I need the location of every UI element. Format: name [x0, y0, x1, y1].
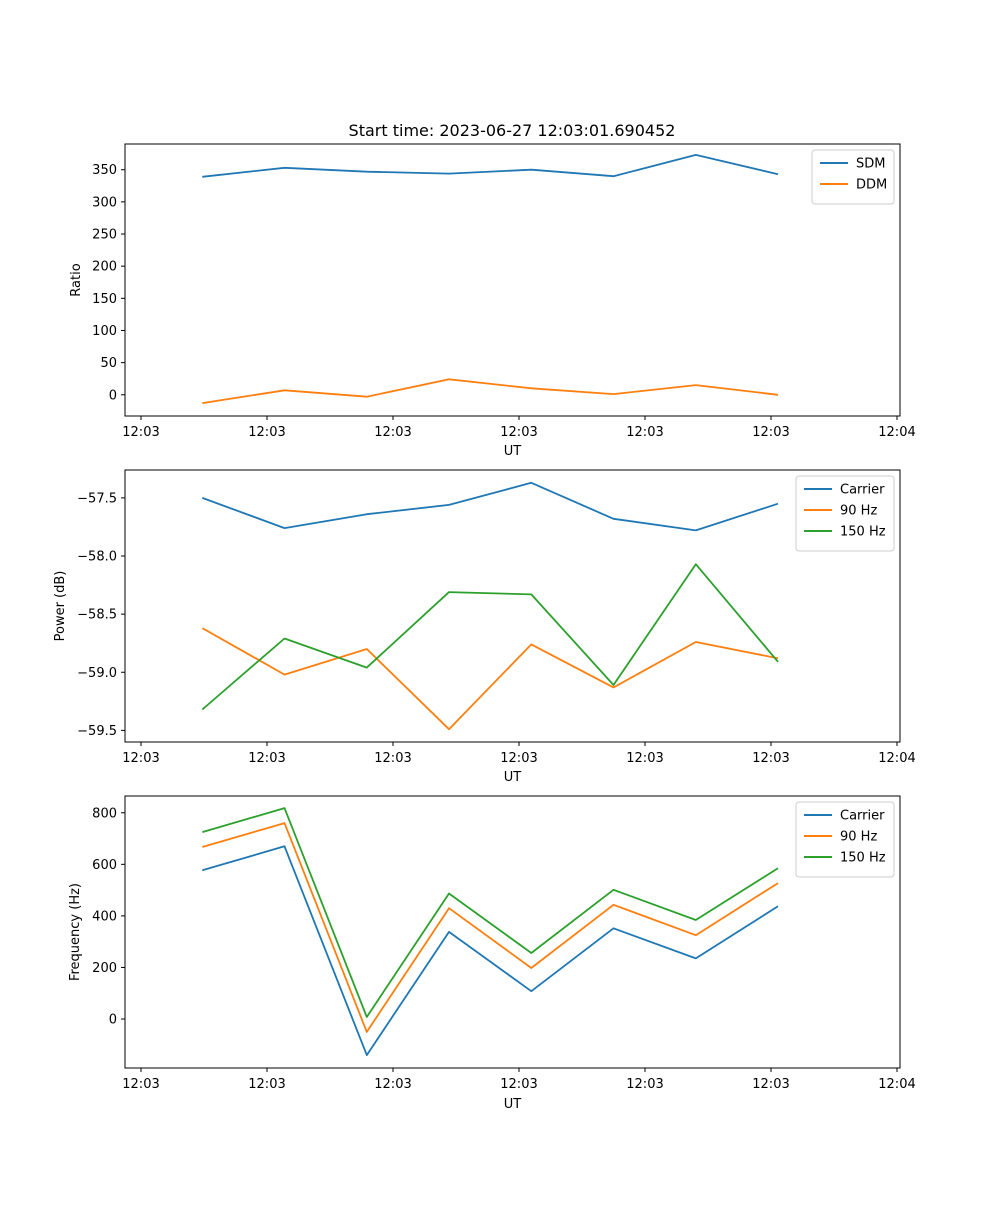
series-line-power-2	[201, 563, 779, 711]
y-tick-label-frequency-2: 400	[92, 909, 117, 924]
legend-label-power-2: 150 Hz	[840, 525, 886, 540]
series-line-frequency-0	[202, 845, 779, 1056]
y-tick-label-ratio-5: 250	[92, 228, 117, 243]
y-tick-label-frequency-1: 200	[92, 961, 117, 976]
y-tick-label-power-1: −59.0	[77, 666, 117, 681]
x-axis-label-ratio: UT	[504, 444, 522, 459]
panel-ratio: 12:03 12:03 12:03 12:03 12:03 12:03 12:04 0 50 10…	[69, 143, 916, 459]
y-tick-label-ratio-1: 50	[100, 356, 117, 371]
y-tick-label-frequency-3: 600	[92, 858, 117, 873]
y-tick-label-power-3: −58.0	[77, 550, 117, 565]
y-tick-label-power-4: −57.5	[77, 491, 117, 506]
legend-label-power-0: Carrier	[840, 483, 885, 498]
legend-label-frequency-1: 90 Hz	[840, 830, 877, 845]
series-line-ratio-1	[202, 378, 779, 404]
panel-frequency: 12:03 12:03 12:03 12:03 12:03 12:03 12:04 0 200 4…	[68, 795, 916, 1112]
x-tick-label-ratio-5: 12:03	[752, 425, 789, 440]
x-tick-label-power-2: 12:03	[374, 751, 411, 766]
y-tick-label-ratio-0: 0	[109, 388, 117, 403]
x-tick-label-frequency-5: 12:03	[752, 1077, 789, 1092]
x-tick-label-power-4: 12:03	[626, 751, 663, 766]
y-tick-label-ratio-2: 100	[92, 324, 117, 339]
x-tick-label-ratio-0: 12:03	[122, 425, 159, 440]
legend-box-power	[795, 475, 895, 552]
series-line-frequency-2	[202, 807, 779, 1018]
x-tick-label-ratio-2: 12:03	[374, 425, 411, 440]
x-tick-label-frequency-4: 12:03	[626, 1077, 663, 1092]
y-tick-label-power-2: −58.5	[77, 608, 117, 623]
plot-frame-ratio	[124, 143, 901, 417]
y-tick-label-ratio-4: 200	[92, 260, 117, 275]
x-tick-label-ratio-4: 12:03	[626, 425, 663, 440]
panel-power: 12:03 12:03 12:03 12:03 12:03 12:03 12:04 −59.5…	[53, 469, 916, 785]
legend-label-power-1: 90 Hz	[840, 504, 877, 519]
x-tick-label-power-0: 12:03	[122, 751, 159, 766]
plot-frame-frequency	[124, 795, 901, 1069]
legend-power: Carrier 90 Hz 150 Hz	[795, 475, 895, 552]
y-axis-label-ratio: Ratio	[69, 263, 84, 296]
series-line-power-1	[201, 627, 779, 731]
y-tick-label-ratio-3: 150	[92, 292, 117, 307]
chart-title: Start time: 2023-06-27 12:03:01.690452	[349, 121, 676, 140]
x-tick-label-power-3: 12:03	[500, 751, 537, 766]
x-tick-label-power-6: 12:04	[878, 751, 915, 766]
x-tick-label-ratio-6: 12:04	[878, 425, 915, 440]
x-tick-label-ratio-1: 12:03	[248, 425, 285, 440]
series-line-ratio-0	[202, 153, 779, 178]
x-tick-label-frequency-1: 12:03	[248, 1077, 285, 1092]
x-tick-label-power-1: 12:03	[248, 751, 285, 766]
y-axis-label-frequency: Frequency (Hz)	[68, 883, 83, 981]
legend-box-frequency	[795, 801, 895, 878]
legend-label-ratio-0: SDM	[856, 157, 885, 172]
x-axis-label-frequency: UT	[504, 1097, 522, 1112]
y-tick-label-power-0: −59.5	[77, 724, 117, 739]
legend-frequency: Carrier 90 Hz 150 Hz	[795, 801, 895, 878]
legend-label-frequency-2: 150 Hz	[840, 851, 886, 866]
legend-label-ratio-1: DDM	[856, 178, 887, 193]
legend-ratio: SDM DDM	[811, 149, 895, 205]
x-tick-label-frequency-0: 12:03	[122, 1077, 159, 1092]
x-tick-label-frequency-6: 12:04	[878, 1077, 915, 1092]
plot-frame-power	[124, 469, 901, 743]
y-tick-label-ratio-7: 350	[92, 163, 117, 178]
y-tick-label-ratio-6: 300	[92, 195, 117, 210]
y-tick-label-frequency-0: 0	[109, 1013, 117, 1028]
legend-label-frequency-0: Carrier	[840, 809, 885, 824]
y-tick-label-frequency-4: 800	[92, 806, 117, 821]
x-tick-label-frequency-3: 12:03	[500, 1077, 537, 1092]
x-tick-label-frequency-2: 12:03	[374, 1077, 411, 1092]
series-line-power-0	[201, 481, 779, 532]
x-tick-label-power-5: 12:03	[752, 751, 789, 766]
series-line-frequency-1	[202, 822, 779, 1033]
y-axis-label-power: Power (dB)	[53, 571, 68, 642]
x-axis-label-power: UT	[504, 770, 522, 785]
x-tick-label-ratio-3: 12:03	[500, 425, 537, 440]
